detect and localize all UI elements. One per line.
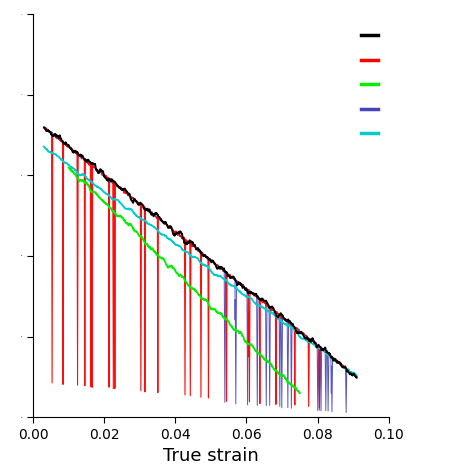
Legend: , , , , : , , , , xyxy=(361,29,389,141)
X-axis label: True strain: True strain xyxy=(163,447,259,465)
